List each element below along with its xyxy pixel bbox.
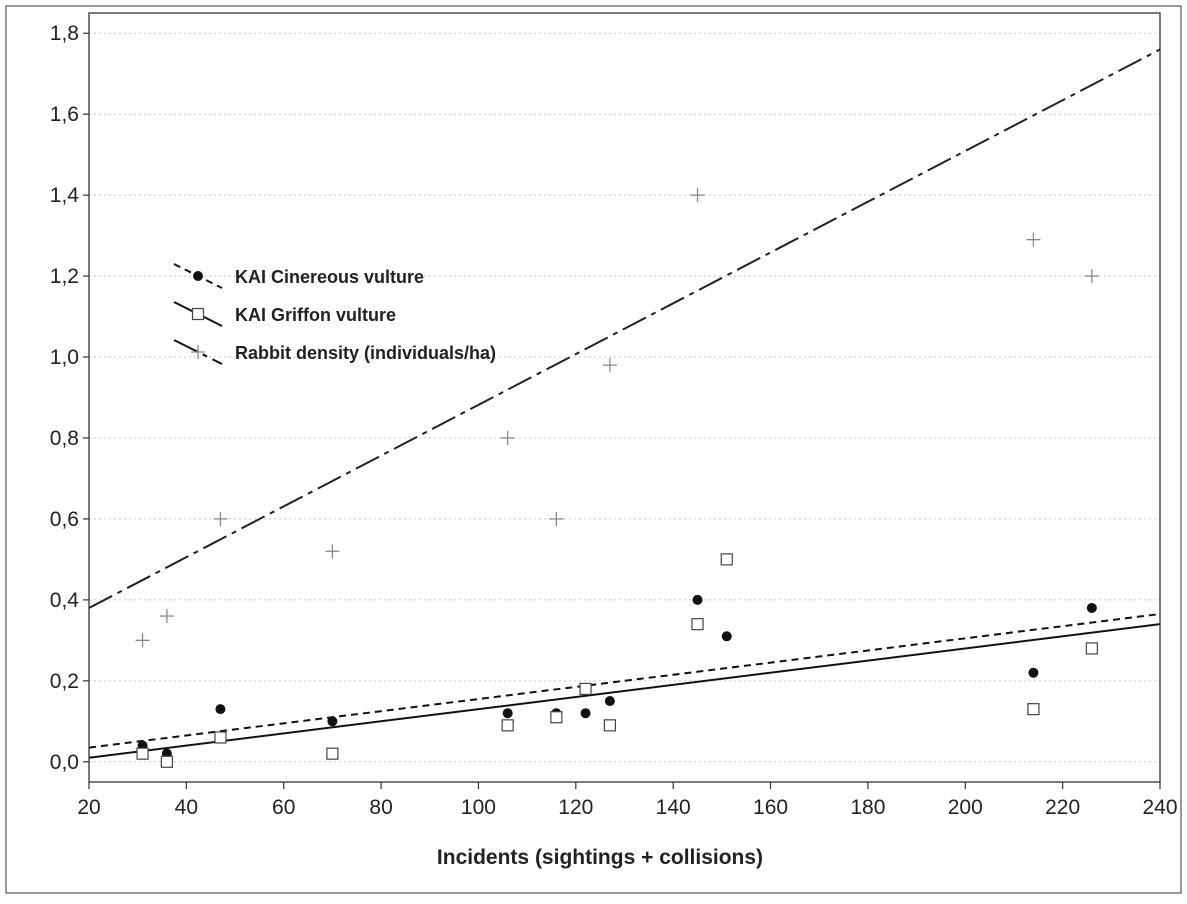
x-axis: 20 40 60 80 100 120 140 160 180 200 220 240 bbox=[77, 782, 1178, 819]
y-tick-label: 0,6 bbox=[50, 508, 79, 531]
data-point-series-3 bbox=[500, 430, 515, 445]
plot-area-frame bbox=[88, 12, 1161, 783]
y-tick-label: 0,2 bbox=[50, 670, 79, 693]
data-point-series-2 bbox=[579, 682, 592, 696]
x-tick-label: 120 bbox=[558, 796, 593, 819]
figure-frame bbox=[5, 5, 1182, 894]
data-point-series-2 bbox=[501, 719, 514, 732]
data-point-series-2 bbox=[691, 618, 704, 631]
data-point-series-1 bbox=[692, 594, 703, 605]
y-tick-label: 1,2 bbox=[50, 265, 79, 288]
legend-line-sample bbox=[173, 339, 223, 365]
data-point-series-2 bbox=[603, 719, 616, 732]
data-point-series-1 bbox=[721, 631, 732, 642]
data-point-series-2 bbox=[550, 711, 563, 724]
x-tick-label: 220 bbox=[1045, 796, 1080, 819]
data-point-series-3 bbox=[1084, 269, 1099, 284]
data-point-series-2 bbox=[214, 731, 227, 744]
data-point-series-2 bbox=[160, 755, 173, 768]
data-point-series-2 bbox=[1085, 642, 1098, 655]
gridlines bbox=[89, 32, 1160, 763]
x-axis-title: Incidents (sightings + collisions) bbox=[437, 846, 763, 869]
data-point-series-3 bbox=[1026, 232, 1041, 247]
legend-label: Rabbit density (individuals/ha) bbox=[235, 343, 496, 363]
data-point-series-1 bbox=[604, 696, 615, 707]
y-tick-label: 0,4 bbox=[50, 589, 80, 612]
data-point-series-1 bbox=[1028, 667, 1039, 678]
data-point-series-2 bbox=[136, 747, 149, 760]
data-point-series-1 bbox=[215, 704, 226, 715]
legend-marker bbox=[191, 345, 205, 359]
y-tick-label: 1,4 bbox=[50, 184, 80, 207]
legend-label: KAI Cinereous vulture bbox=[235, 267, 424, 287]
data-point-series-3 bbox=[602, 358, 617, 373]
trend-line-2 bbox=[88, 623, 1161, 759]
data-point-series-2 bbox=[326, 747, 339, 760]
legend-label: KAI Griffon vulture bbox=[235, 305, 396, 325]
x-tick-label: 40 bbox=[175, 796, 198, 819]
x-tick-label: 60 bbox=[272, 796, 295, 819]
data-point-series-2 bbox=[720, 553, 733, 566]
data-points bbox=[135, 188, 1099, 768]
x-tick-label: 80 bbox=[369, 796, 392, 819]
data-point-series-1 bbox=[580, 708, 591, 719]
data-point-series-3 bbox=[213, 511, 228, 526]
y-tick-label: 1,0 bbox=[50, 346, 79, 369]
x-tick-label: 100 bbox=[461, 796, 496, 819]
y-tick-label: 1,6 bbox=[50, 103, 79, 126]
x-tick-label: 160 bbox=[753, 796, 788, 819]
data-point-series-3 bbox=[549, 511, 564, 526]
trend-lines bbox=[88, 48, 1161, 759]
legend: KAI Cinereous vulture KAI Griffon vulture… bbox=[173, 263, 496, 365]
x-tick-label: 240 bbox=[1142, 796, 1177, 819]
y-axis: 0,0 0,2 0,4 0,6 0,8 1,0 1,2 1,4 1,6 1,8 bbox=[50, 22, 89, 774]
data-point-series-3 bbox=[159, 609, 174, 624]
data-point-series-1 bbox=[502, 708, 513, 719]
data-point-series-2 bbox=[1027, 703, 1040, 716]
y-tick-label: 0,8 bbox=[50, 427, 79, 450]
trend-line-3 bbox=[88, 48, 1161, 609]
x-tick-label: 180 bbox=[850, 796, 885, 819]
x-tick-label: 140 bbox=[656, 796, 691, 819]
x-tick-label: 200 bbox=[948, 796, 983, 819]
data-point-series-3 bbox=[325, 544, 340, 559]
x-tick-label: 20 bbox=[77, 796, 100, 819]
data-point-series-3 bbox=[690, 188, 705, 203]
data-point-series-1 bbox=[327, 716, 338, 727]
data-point-series-1 bbox=[1086, 602, 1097, 613]
y-tick-label: 1,8 bbox=[50, 22, 79, 45]
legend-marker bbox=[191, 307, 205, 321]
legend-marker bbox=[193, 271, 203, 281]
y-tick-label: 0,0 bbox=[50, 751, 79, 774]
data-point-series-3 bbox=[135, 633, 150, 648]
